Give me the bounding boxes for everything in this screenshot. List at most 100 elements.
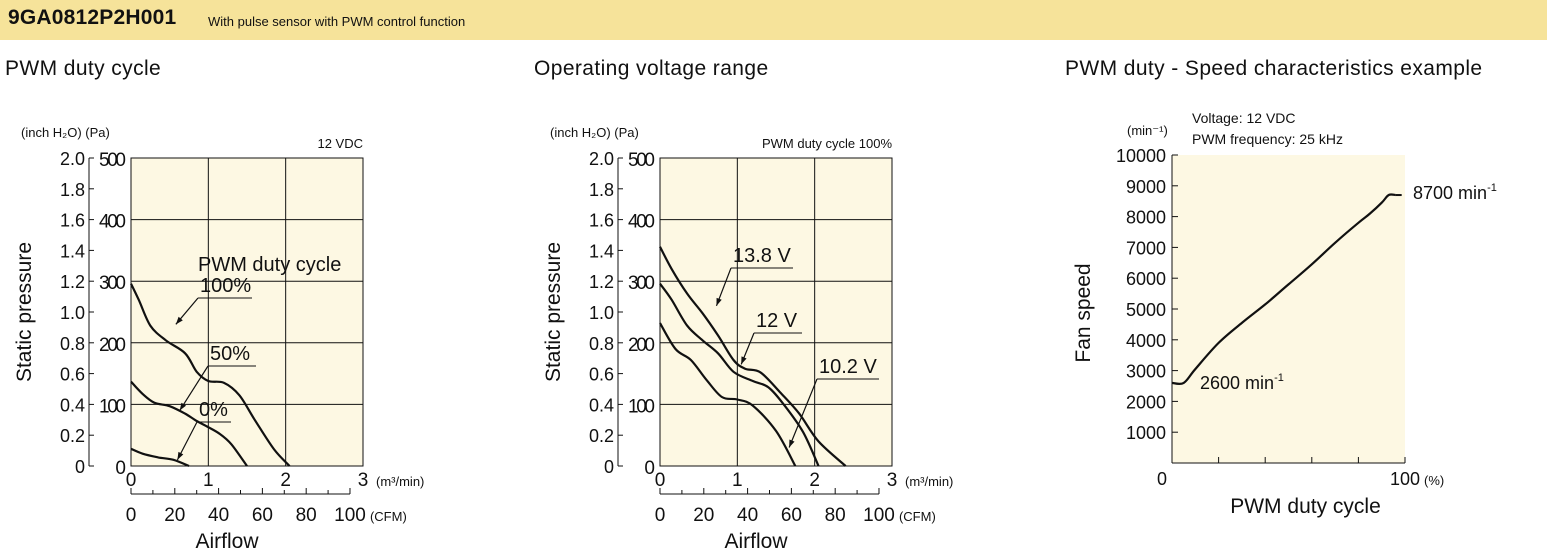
annotation-max-speed-superscript: -1 (1487, 182, 1497, 194)
x2-tick-label: 80 (296, 505, 317, 526)
y-axis-title: Static pressure (13, 242, 36, 382)
series-label-3: 0% (199, 399, 228, 421)
leader-arrowhead (177, 451, 184, 460)
y-unit-label: (inch H₂O) (Pa) (21, 125, 110, 140)
plot-area (659, 157, 893, 467)
x-tick-label: 1 (203, 470, 214, 491)
series-line-1 (659, 246, 847, 467)
condition-frequency: PWM frequency: 25 kHz (1192, 131, 1343, 147)
y-tick-label: 1000 (1126, 423, 1166, 443)
model-number: 9GA0812P2H001 (8, 6, 177, 29)
x-tick-label: 0 (1157, 469, 1167, 489)
x2-tick-label: 40 (737, 505, 758, 526)
y-tick-label-inch: 0.4 (589, 395, 614, 415)
series-line-2 (659, 283, 820, 467)
x-tick-label: 3 (358, 470, 369, 491)
leader-arrowhead (175, 316, 183, 325)
y-tick-label-pa: 0 (115, 458, 126, 479)
y-tick-label-inch: 1.4 (589, 241, 614, 261)
y-tick-label-pa: 500 (99, 150, 126, 171)
x2-tick-label: 80 (825, 505, 846, 526)
plot-area (1172, 155, 1405, 463)
y-tick-label: 7000 (1126, 238, 1166, 258)
x2-tick-label: 0 (126, 505, 137, 526)
y-tick-label: 4000 (1126, 331, 1166, 351)
x-tick-label: 0 (655, 470, 666, 491)
series-line-speed (1171, 193, 1396, 386)
leader-arrowhead (179, 402, 187, 411)
header-bar: 9GA0812P2H001 With pulse sensor with PWM… (0, 0, 1547, 40)
y-tick-label-inch: 1.2 (589, 272, 614, 292)
y-tick-label-inch: 1.4 (60, 241, 85, 261)
series-label-3: 10.2 V (819, 356, 877, 378)
x-unit-label: (m³/min) (376, 474, 424, 489)
plot-area (130, 157, 364, 467)
y-unit-label: (inch H₂O) (Pa) (550, 125, 639, 140)
y-tick-label-inch: 1.6 (60, 211, 85, 231)
x-tick-label: 1 (732, 470, 743, 491)
y-tick-label-pa: 0 (644, 458, 655, 479)
y-tick-label-pa: 400 (99, 212, 126, 233)
series-line-3 (130, 447, 190, 468)
y-tick-label: 5000 (1126, 300, 1166, 320)
y-unit-label: (min⁻¹) (1127, 123, 1168, 138)
y-tick-label-inch: 2.0 (589, 149, 614, 169)
y-tick-label-inch: 2.0 (60, 149, 85, 169)
x2-tick-label: 60 (781, 505, 802, 526)
y-tick-label-inch: 0.6 (589, 365, 614, 385)
y-tick-label-inch: 0.8 (589, 334, 614, 354)
y-tick-label: 8000 (1126, 208, 1166, 228)
series-label-1: 13.8 V (733, 245, 791, 267)
annotation-max-speed: 8700 min-1 (1413, 182, 1497, 203)
annotation-min-speed-superscript: -1 (1274, 372, 1284, 384)
legend-title: PWM duty cycle (198, 254, 341, 276)
series-label-1: 100% (200, 275, 251, 297)
chart-1-title: PWM duty cycle (5, 57, 162, 80)
x2-tick-label: 100 (334, 505, 366, 526)
x-unit-label: (m³/min) (905, 474, 953, 489)
chart-3-title: PWM duty - Speed characteristics example (1065, 57, 1483, 80)
condition-voltage: Voltage: 12 VDC (1192, 110, 1296, 126)
x-axis-title: Airflow (724, 530, 788, 551)
x-tick-label: 0 (126, 470, 137, 491)
x-tick-label: 100 (1390, 469, 1420, 489)
leader-line (179, 365, 209, 411)
x2-tick-label: 20 (164, 505, 185, 526)
x-tick-label: 2 (809, 470, 820, 491)
y-tick-label-inch: 0.8 (60, 334, 85, 354)
y-tick-label-pa: 500 (628, 150, 655, 171)
y-axis-title: Static pressure (542, 242, 565, 382)
x2-unit-label: (CFM) (370, 509, 407, 524)
y-tick-label-inch: 0.6 (60, 365, 85, 385)
x-axis-title: Airflow (195, 530, 259, 551)
y-tick-label-inch: 0 (75, 457, 85, 477)
x-axis-title: PWM duty cycle (1230, 495, 1381, 518)
y-tick-label-pa: 100 (99, 396, 126, 417)
x2-tick-label: 100 (863, 505, 895, 526)
series-label-2: 12 V (756, 310, 798, 332)
leader-arrowhead (716, 297, 722, 306)
x2-unit-label: (CFM) (899, 509, 936, 524)
y-tick-label-pa: 400 (628, 212, 655, 233)
leader-line (788, 378, 818, 448)
chart-2-title: Operating voltage range (534, 57, 769, 80)
series-label-2: 50% (210, 343, 250, 365)
y-tick-label: 6000 (1126, 269, 1166, 289)
x2-tick-label: 60 (252, 505, 273, 526)
y-axis-title: Fan speed (1072, 263, 1095, 362)
x2-tick-label: 40 (208, 505, 229, 526)
series-line-3 (659, 322, 797, 467)
condition-label: 12 VDC (317, 136, 363, 151)
y-tick-label-pa: 300 (628, 273, 655, 294)
x2-tick-label: 20 (693, 505, 714, 526)
chart-operating-voltage-range: 010020030040050000.20.40.60.81.01.21.41.… (542, 125, 953, 551)
x-unit-label: (%) (1424, 473, 1444, 488)
y-tick-label-pa: 300 (99, 273, 126, 294)
y-tick-label-inch: 1.0 (589, 303, 614, 323)
y-tick-label-inch: 1.0 (60, 303, 85, 323)
y-tick-label: 10000 (1116, 146, 1166, 166)
series-line-2 (130, 380, 248, 467)
y-tick-label-inch: 0.2 (589, 426, 614, 446)
condition-label: PWM duty cycle 100% (762, 136, 892, 151)
